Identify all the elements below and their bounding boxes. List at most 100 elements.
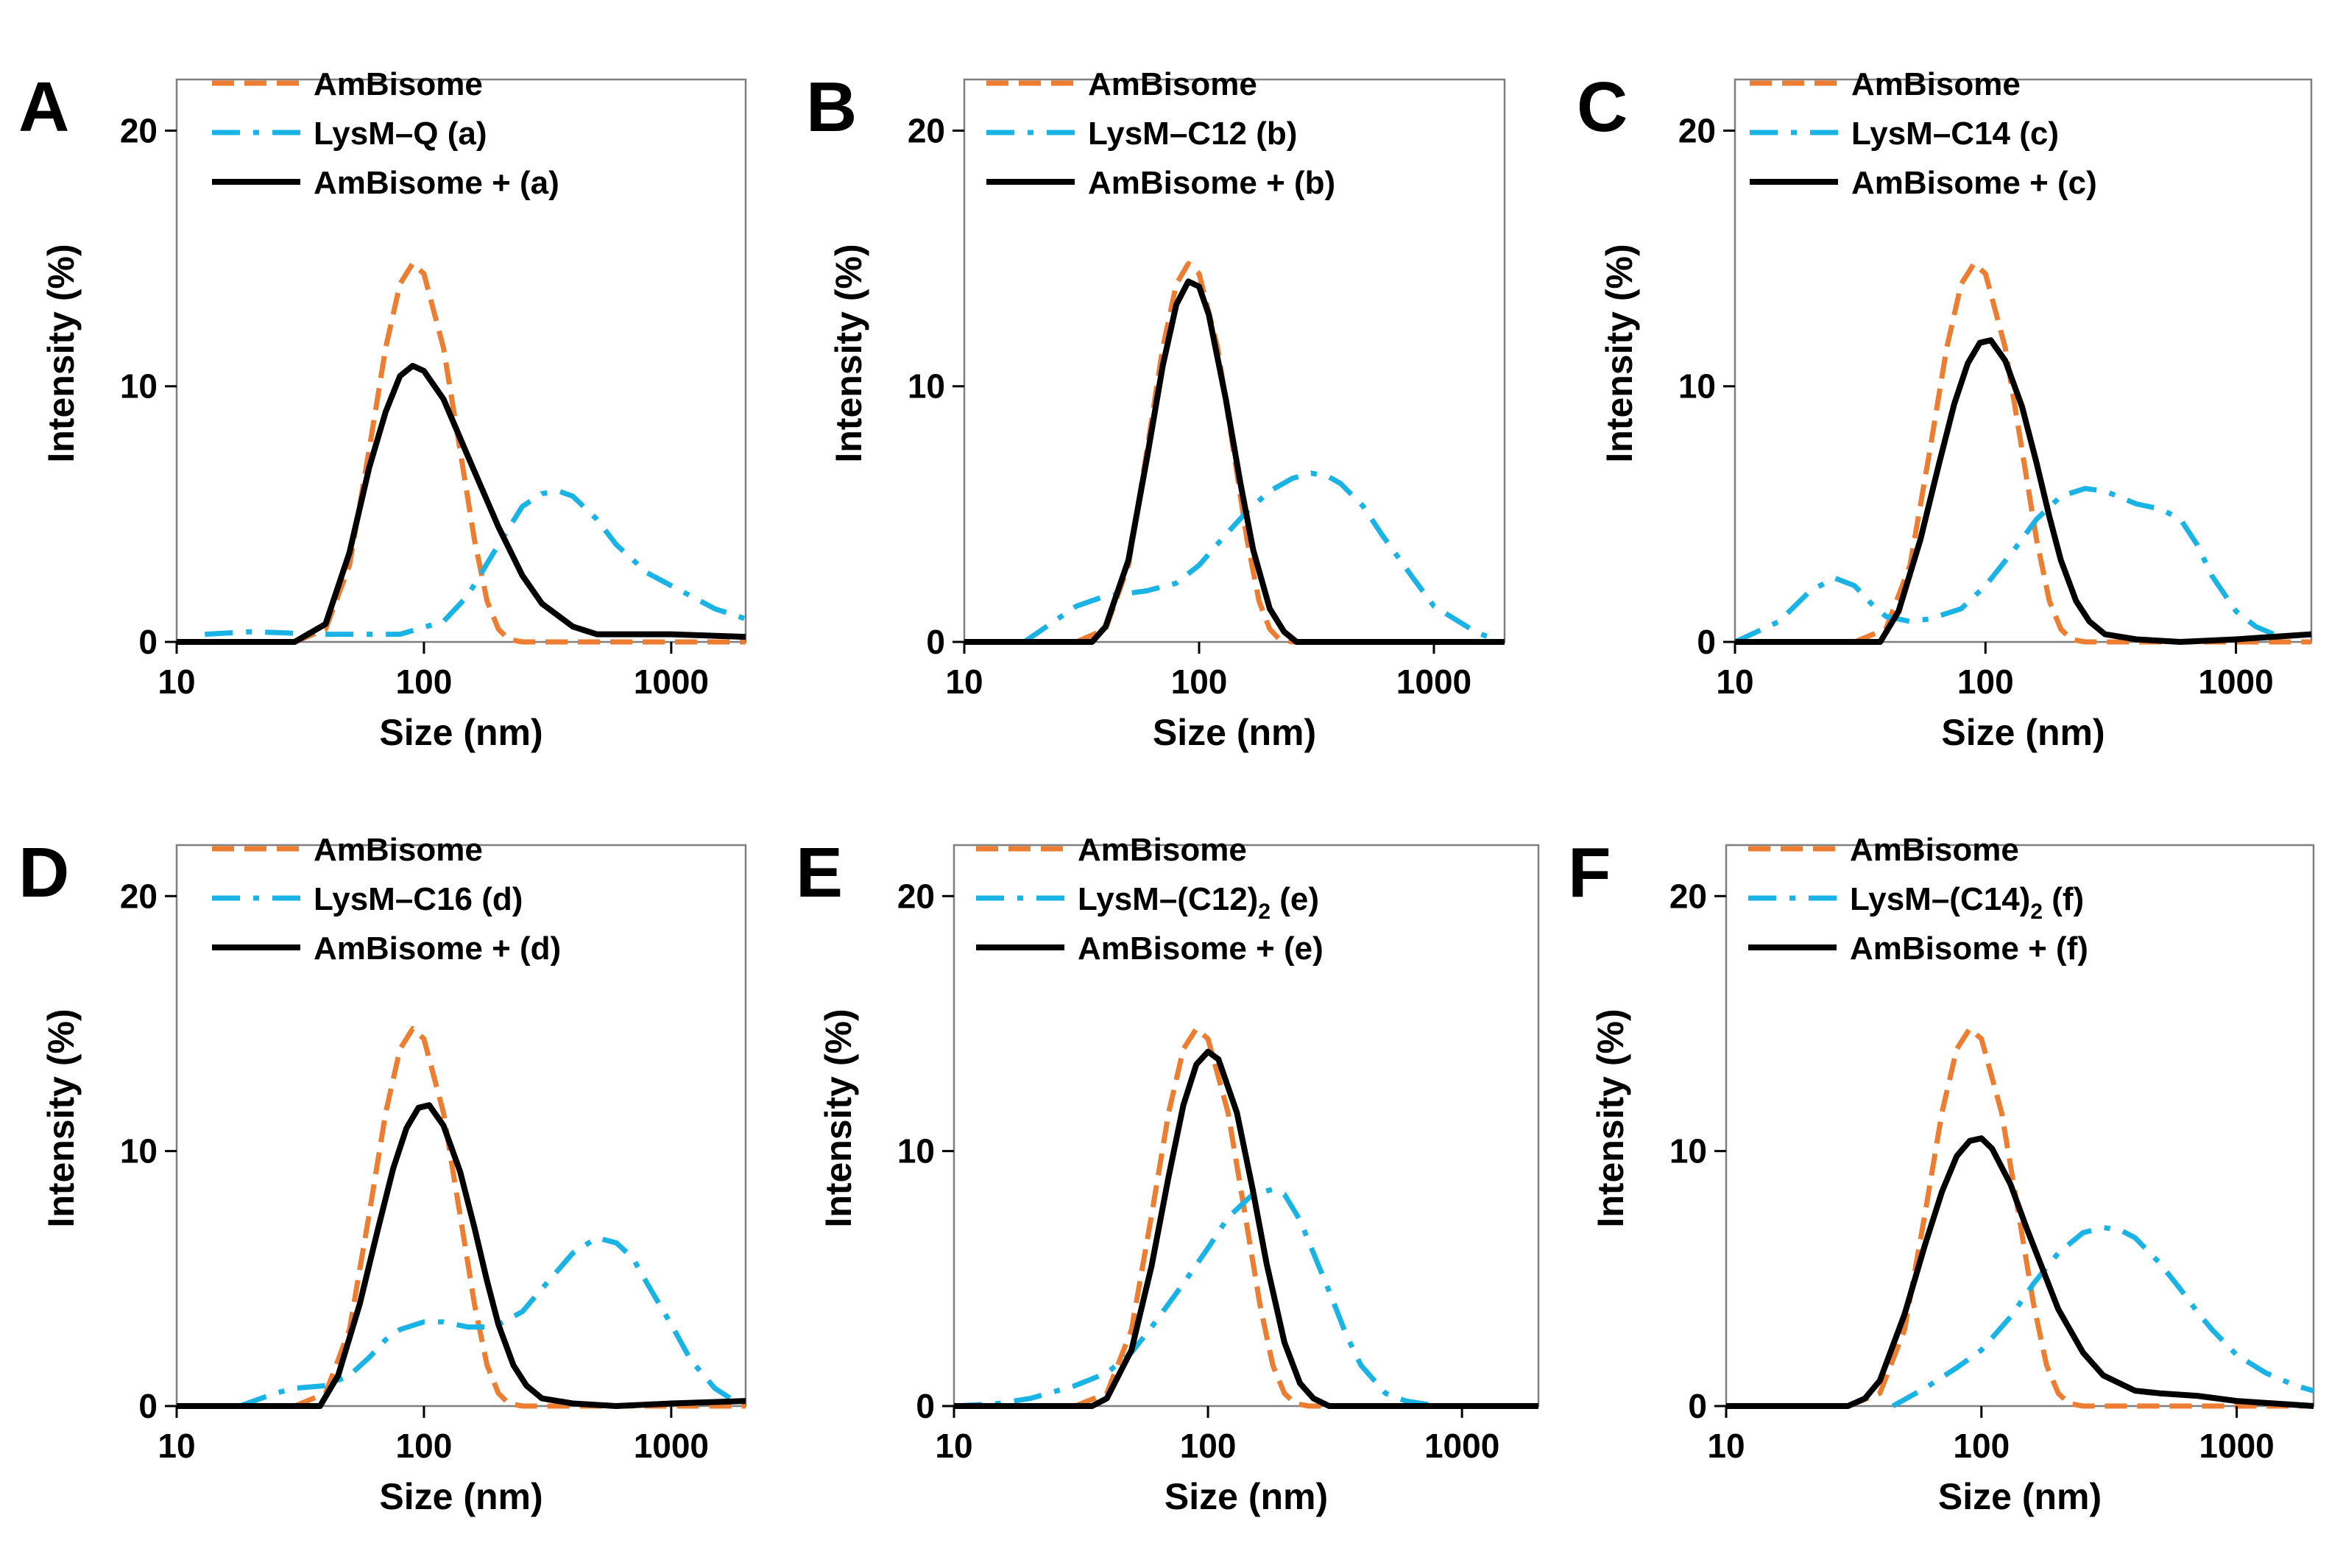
legend-label-2: AmBisome + (d) (314, 930, 561, 967)
plot-frame (953, 844, 1540, 1408)
legend-label-2: AmBisome + (e) (1078, 930, 1324, 967)
y-axis-title: Intensity (%) (40, 244, 82, 462)
legend-label-2: AmBisome + (c) (1851, 165, 2097, 201)
series-line-f-1 (1891, 1225, 2314, 1409)
x-tick-label: 100 (1957, 663, 2014, 701)
x-tick-label: 10 (945, 663, 983, 701)
y-tick-label: 0 (138, 1387, 158, 1425)
legend-label-1: LysM–C12 (b) (1088, 116, 1297, 152)
panel-letter: F (1568, 833, 1611, 912)
series-line-b-2 (964, 278, 1505, 645)
y-tick-label: 20 (908, 111, 945, 149)
x-tick-label: 10 (158, 663, 195, 701)
x-axis-title: Size (nm) (1165, 1476, 1328, 1517)
y-tick-label: 10 (1669, 1132, 1707, 1170)
x-axis-title: Size (nm) (1941, 712, 2105, 753)
y-axis-title: Intensity (%) (1599, 244, 1640, 462)
plot-frame (963, 78, 1506, 643)
y-tick-label: 0 (1688, 1387, 1707, 1425)
legend-label-0: AmBisome (1850, 832, 2019, 868)
series-line-f-0 (1847, 1025, 2314, 1409)
series-line-a-1 (205, 488, 747, 638)
series-line-f-2 (1726, 1135, 2314, 1409)
y-tick-label: 10 (120, 1132, 158, 1170)
y-tick-label: 20 (120, 877, 158, 915)
series-line-c-2 (1735, 337, 2312, 645)
y-tick-label: 20 (120, 111, 158, 149)
legend-label-1: LysM–(C14)2 (f) (1850, 881, 2084, 924)
series-line-a-2 (177, 362, 746, 645)
x-axis-title: Size (nm) (379, 1476, 543, 1517)
series-line-d-1 (238, 1235, 736, 1409)
panel-letter: A (18, 68, 69, 146)
x-tick-label: 100 (1180, 1427, 1237, 1465)
x-tick-label: 100 (1953, 1427, 2010, 1465)
x-tick-label: 100 (1171, 663, 1228, 701)
y-tick-label: 0 (138, 623, 158, 661)
plot-frame (175, 78, 747, 643)
x-tick-label: 10 (935, 1427, 972, 1465)
legend-label-0: AmBisome (1851, 66, 2021, 102)
y-tick-label: 20 (1669, 877, 1707, 915)
y-tick-label: 10 (908, 367, 945, 406)
panel-letter: B (806, 68, 857, 146)
y-tick-label: 0 (926, 623, 945, 661)
legend-label-1: LysM–(C12)2 (e) (1078, 881, 1319, 924)
x-tick-label: 1000 (2198, 663, 2273, 701)
y-tick-label: 10 (1678, 367, 1716, 406)
y-axis-title: Intensity (%) (1590, 1009, 1631, 1227)
legend-label-0: AmBisome (314, 66, 483, 102)
series-line-b-0 (1075, 261, 1505, 645)
y-axis-title: Intensity (%) (40, 1009, 82, 1227)
x-tick-label: 1000 (634, 663, 709, 701)
x-tick-label: 10 (1716, 663, 1753, 701)
legend-label-0: AmBisome (1088, 66, 1257, 102)
x-tick-label: 10 (158, 1427, 195, 1465)
y-tick-label: 10 (897, 1132, 935, 1170)
x-tick-label: 1000 (1424, 1427, 1499, 1465)
y-axis-title: Intensity (%) (818, 1009, 859, 1227)
plot-frame (175, 844, 747, 1408)
series-line-e-1 (953, 1187, 1538, 1409)
legend-label-2: AmBisome + (b) (1088, 165, 1335, 201)
x-tick-label: 10 (1707, 1427, 1745, 1465)
series-line-c-1 (1734, 486, 2281, 645)
x-tick-label: 1000 (1396, 663, 1471, 701)
y-tick-label: 20 (1678, 111, 1716, 149)
series-line-a-0 (293, 261, 746, 645)
y-axis-title: Intensity (%) (828, 244, 869, 462)
x-axis-title: Size (nm) (379, 712, 543, 753)
x-axis-title: Size (nm) (1153, 712, 1316, 753)
series-line-c-0 (1853, 261, 2311, 645)
plot-frame (1734, 78, 2313, 643)
series-line-e-0 (1074, 1025, 1538, 1409)
x-axis-title: Size (nm) (1938, 1476, 2102, 1517)
legend-label-1: LysM–Q (a) (314, 116, 487, 152)
x-tick-label: 1000 (2199, 1427, 2274, 1465)
panel-letter: C (1577, 68, 1628, 146)
y-tick-label: 10 (120, 367, 158, 406)
series-line-b-1 (1022, 470, 1495, 644)
legend-label-1: LysM–C14 (c) (1851, 116, 2059, 152)
legend-label-2: AmBisome + (a) (314, 165, 559, 201)
series-line-e-2 (954, 1048, 1538, 1409)
y-tick-label: 20 (897, 877, 935, 915)
legend-label-0: AmBisome (1078, 832, 1247, 868)
x-tick-label: 100 (396, 663, 453, 701)
x-tick-label: 100 (396, 1427, 453, 1465)
panel-letter: E (796, 833, 843, 912)
y-tick-label: 0 (1697, 623, 1716, 661)
plot-frame (1725, 844, 2315, 1408)
legend-label-0: AmBisome (314, 832, 483, 868)
legend-label-1: LysM–C16 (d) (314, 881, 523, 917)
legend-label-2: AmBisome + (f) (1850, 930, 2088, 967)
panel-letter: D (18, 833, 69, 912)
y-tick-label: 0 (916, 1387, 935, 1425)
series-line-d-2 (177, 1102, 746, 1409)
